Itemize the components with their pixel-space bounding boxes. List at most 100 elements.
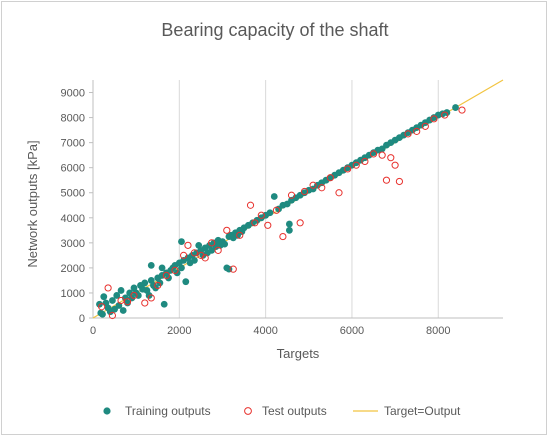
legend-item-test: Test outputs: [244, 404, 327, 418]
test-point-18: [223, 226, 231, 234]
test-point-20: [236, 231, 244, 239]
training-point-9: [113, 292, 121, 299]
training-point-31: [160, 300, 168, 308]
y-tick-label-8000: 8000: [61, 113, 85, 125]
test-point-5: [130, 291, 138, 300]
test-point-28: [296, 219, 304, 227]
test-point-19: [229, 265, 237, 273]
legend-label-training: Training outputs: [125, 404, 211, 418]
gridlines: [178, 80, 439, 318]
training-point-45: [191, 256, 198, 264]
test-point-32: [326, 174, 334, 182]
training-point-2: [99, 310, 106, 318]
training-point-7: [109, 297, 116, 304]
test-point-24: [264, 221, 272, 229]
legend: Training outputs Test outputs Target=Out…: [103, 404, 461, 418]
y-tick-label-4000: 4000: [61, 213, 85, 225]
test-point-9: [162, 271, 170, 280]
training-point-118: [285, 220, 293, 228]
training-point-12: [119, 307, 127, 314]
test-outputs-series: [98, 106, 466, 320]
x-tick-label-2000: 2000: [167, 325, 191, 337]
test-point-26: [279, 232, 287, 241]
test-point-8: [154, 281, 162, 290]
y-axis: 0 1000 2000 3000 4000 5000 6000 7000 8000 9000: [61, 80, 94, 325]
y-tick-label-2000: 2000: [61, 263, 85, 275]
test-point-30: [309, 181, 317, 189]
test-point-47: [441, 111, 449, 119]
test-point-45: [421, 122, 429, 130]
training-point-3: [100, 293, 108, 301]
test-point-33: [335, 189, 343, 197]
test-point-25: [272, 206, 281, 214]
y-axis-title: Network outputs [kPa]: [25, 140, 40, 267]
test-point-35: [352, 161, 360, 169]
test-point-41: [391, 161, 399, 169]
test-point-4: [123, 298, 132, 306]
x-tick-label-8000: 8000: [426, 325, 450, 337]
test-point-23: [257, 211, 265, 219]
test-point-38: [378, 151, 386, 159]
training-point-41: [182, 278, 190, 286]
test-point-10: [171, 266, 179, 274]
test-point-2: [108, 311, 117, 320]
y-tick-label-3000: 3000: [61, 238, 85, 250]
test-point-31: [318, 184, 326, 192]
test-point-36: [361, 157, 369, 166]
test-point-42: [395, 177, 404, 186]
training-point-59: [221, 240, 229, 248]
test-point-34: [344, 165, 352, 173]
test-point-39: [382, 176, 391, 184]
test-point-16: [208, 239, 216, 247]
test-point-1: [104, 284, 112, 292]
test-point-37: [369, 150, 378, 158]
legend-marker-test: [244, 407, 252, 415]
test-point-13: [190, 249, 199, 257]
training-point-22: [141, 279, 149, 287]
test-point-12: [184, 241, 192, 249]
test-point-46: [430, 115, 438, 123]
test-point-0: [98, 303, 106, 311]
test-point-7: [147, 294, 155, 302]
y-tick-label-9000: 9000: [61, 88, 85, 100]
test-point-15: [201, 254, 209, 262]
legend-label-test: Test outputs: [262, 404, 327, 418]
test-point-21: [246, 201, 255, 209]
x-tick-label-0: 0: [90, 325, 96, 337]
y-tick-label-0: 0: [79, 313, 85, 325]
test-point-40: [387, 154, 395, 162]
training-point-79: [285, 226, 293, 234]
legend-marker-training: [103, 407, 111, 415]
training-point-120: [178, 238, 185, 245]
test-point-11: [180, 251, 188, 259]
test-point-27: [287, 191, 296, 199]
x-axis-title: Targets: [277, 346, 320, 361]
legend-item-training: Training outputs: [103, 404, 211, 418]
legend-label-target: Target=Output: [384, 404, 461, 418]
y-tick-label-7000: 7000: [61, 138, 85, 150]
training-point-39: [178, 264, 185, 272]
x-tick-label-6000: 6000: [340, 325, 364, 337]
test-point-48: [458, 106, 466, 114]
test-point-22: [251, 219, 259, 227]
test-point-17: [214, 246, 222, 254]
test-point-43: [404, 130, 412, 138]
chart-title: Bearing capacity of the shaft: [161, 20, 388, 40]
test-point-6: [141, 299, 149, 307]
x-axis: 0 2000 4000 6000 8000: [90, 317, 503, 337]
y-tick-label-6000: 6000: [61, 163, 85, 175]
training-point-11: [117, 287, 125, 294]
training-point-121: [147, 261, 155, 269]
training-point-75: [270, 193, 278, 200]
x-tick-label-4000: 4000: [253, 325, 277, 337]
training-point-74: [266, 209, 274, 217]
training-point-122: [158, 264, 166, 272]
training-outputs-series: [96, 104, 459, 318]
test-point-44: [413, 127, 421, 135]
y-tick-label-5000: 5000: [61, 188, 85, 200]
legend-item-target: Target=Output: [353, 404, 461, 418]
y-tick-label-1000: 1000: [61, 288, 85, 300]
training-point-117: [452, 104, 459, 111]
test-point-29: [300, 187, 309, 196]
